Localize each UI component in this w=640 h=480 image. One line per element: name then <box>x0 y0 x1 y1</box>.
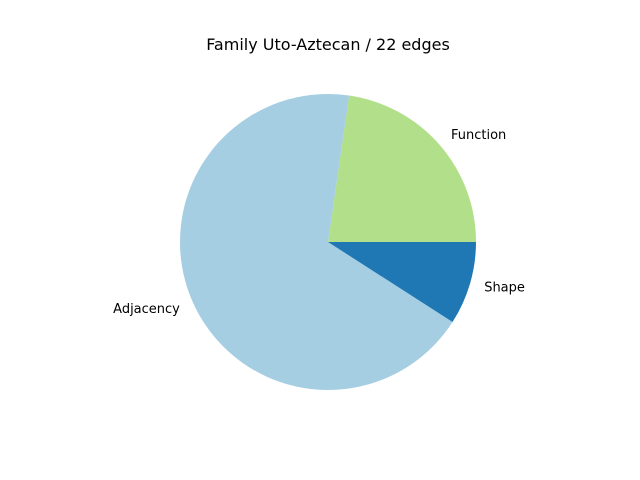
pie-slice-adjacency <box>179 94 453 391</box>
chart-title: Family Uto-Aztecan / 22 edges <box>206 35 450 54</box>
pie-label-adjacency: Adjacency <box>113 302 180 317</box>
pie-label-shape: Shape <box>484 280 525 295</box>
pie-slice-function <box>328 95 476 242</box>
pie-label-function: Function <box>451 128 506 143</box>
pie-slices <box>179 94 476 391</box>
pie-labels: Function Adjacency Shape <box>113 128 525 317</box>
pie-slice-shape <box>328 242 476 323</box>
